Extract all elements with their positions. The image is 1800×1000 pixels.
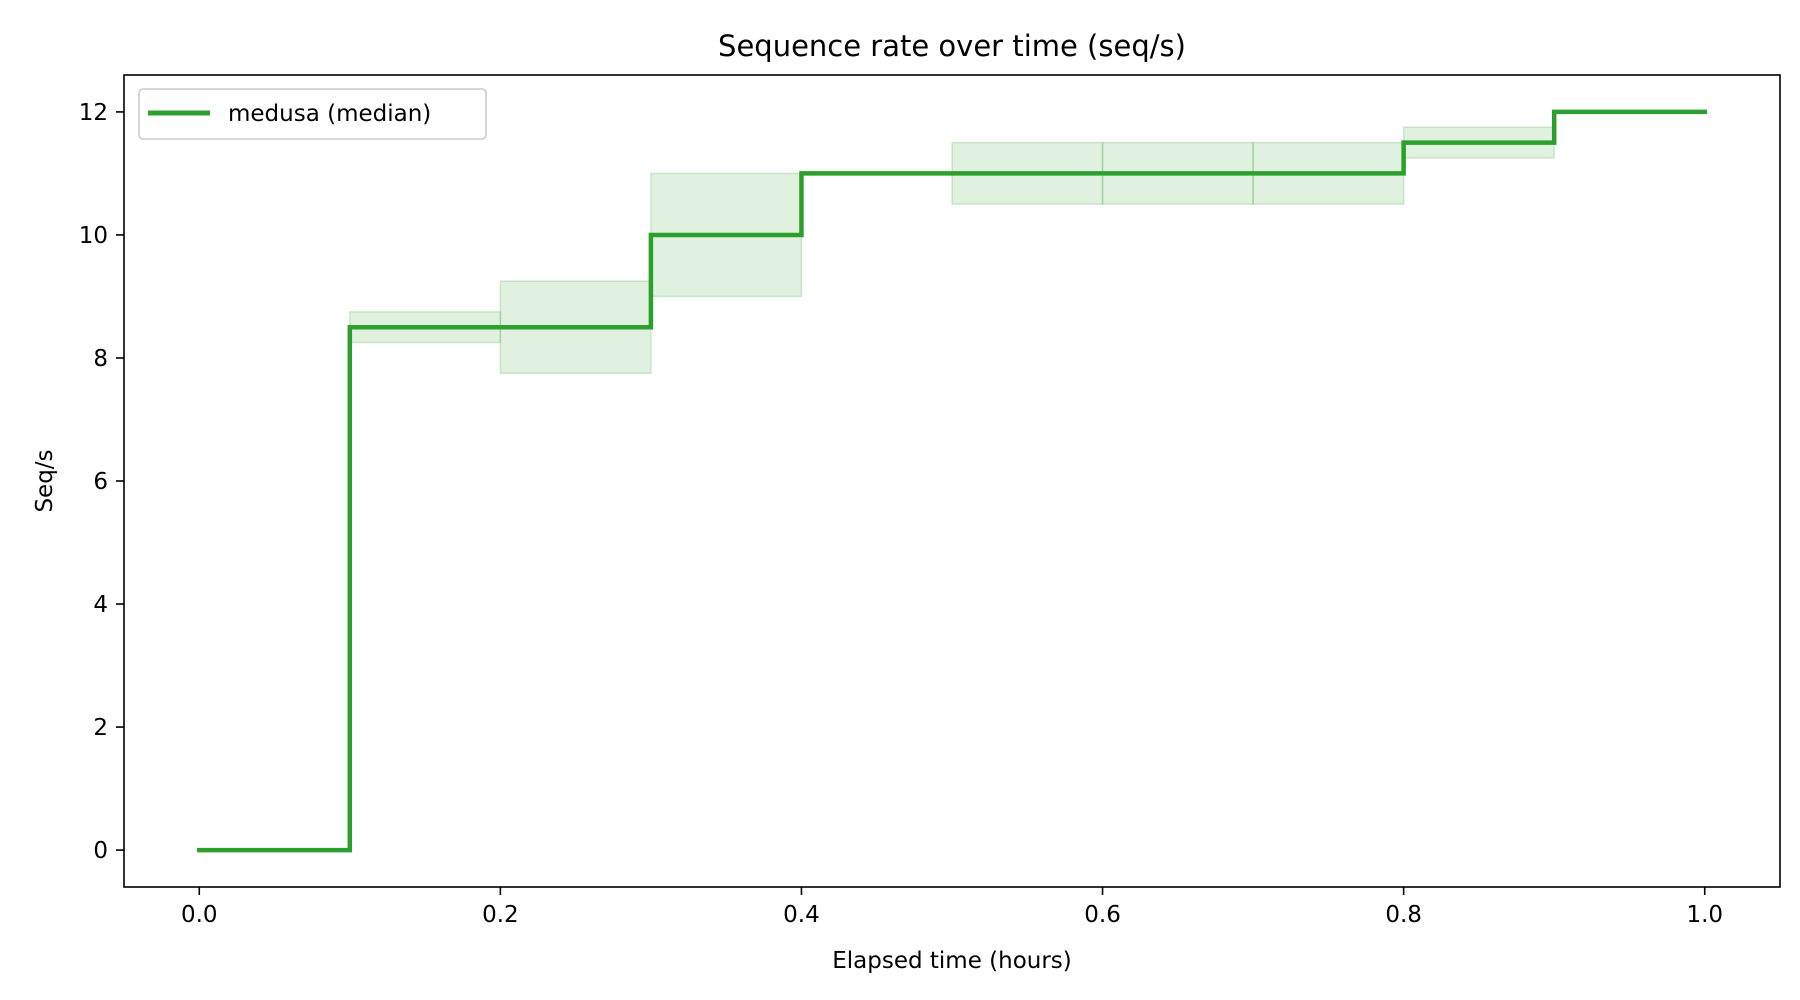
y-tick-label: 10 (79, 223, 108, 249)
x-axis-label: Elapsed time (hours) (832, 948, 1072, 974)
legend: medusa (median) (138, 88, 487, 140)
x-tick-label: 0.8 (1385, 902, 1422, 928)
x-tick-label: 0.4 (783, 902, 820, 928)
y-axis: 0 2 4 6 8 10 12 (79, 100, 124, 864)
x-tick-label: 0.6 (1084, 902, 1121, 928)
y-tick-label: 4 (93, 592, 108, 618)
y-tick-label: 8 (93, 346, 108, 372)
legend-label: medusa (median) (228, 101, 431, 127)
y-axis-label: Seq/s (32, 449, 58, 512)
x-tick-label: 0.0 (181, 902, 218, 928)
legend-box (138, 88, 487, 140)
chart-title: Sequence rate over time (seq/s) (718, 29, 1186, 63)
x-tick-label: 1.0 (1686, 902, 1723, 928)
series-line-medusa-median (197, 109, 1707, 853)
x-tick-label: 0.2 (482, 902, 519, 928)
y-tick-label: 12 (79, 100, 108, 126)
line-layer (197, 109, 1707, 853)
y-tick-label: 0 (93, 838, 108, 864)
y-tick-label: 6 (93, 469, 108, 495)
y-tick-label: 2 (93, 715, 108, 741)
x-axis: 0.0 0.2 0.4 0.6 0.8 1.0 (181, 887, 1723, 928)
